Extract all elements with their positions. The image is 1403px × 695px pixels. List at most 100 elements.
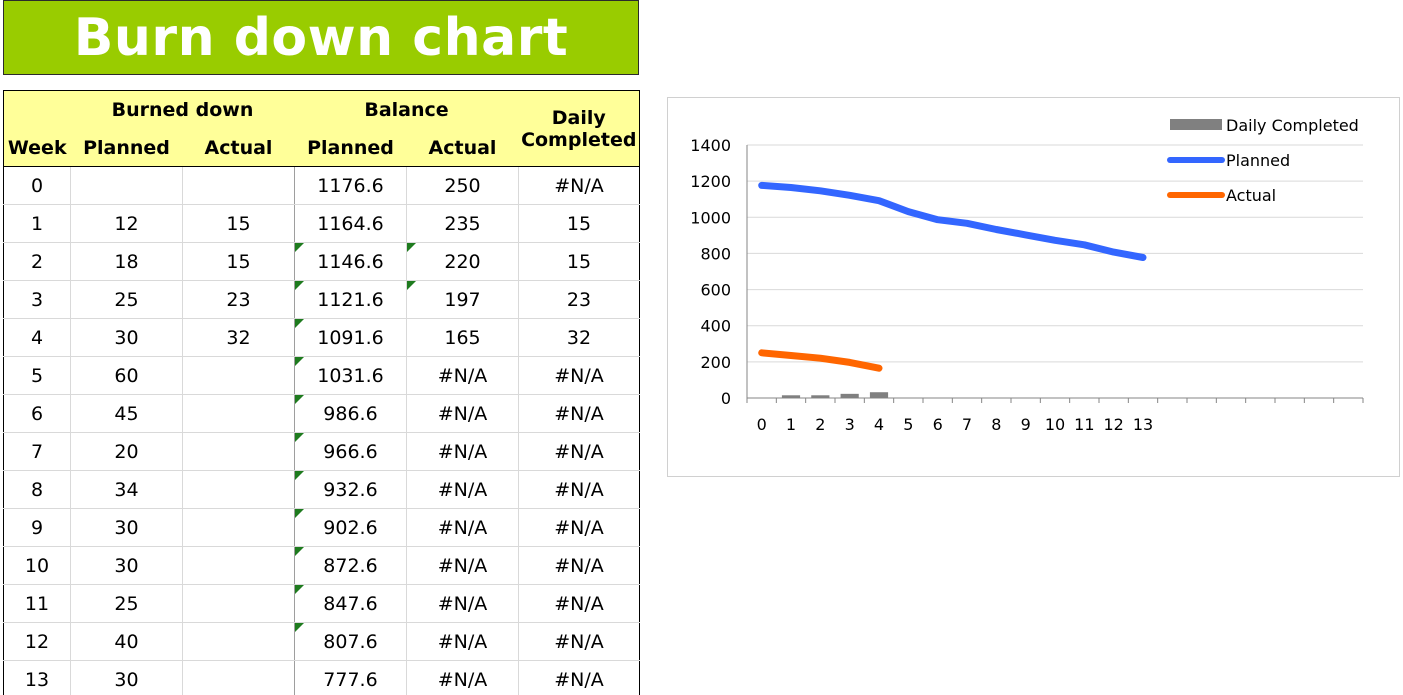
column-header-daily-completed[interactable]: Completed bbox=[518, 129, 640, 167]
cell-daily-completed[interactable]: #N/A bbox=[518, 584, 640, 623]
cell-balance-planned[interactable]: 1146.6 bbox=[294, 242, 407, 281]
cell-burned-planned[interactable]: 18 bbox=[70, 242, 183, 281]
cell-daily-completed[interactable]: 15 bbox=[518, 204, 640, 243]
cell-balance-planned[interactable]: 986.6 bbox=[294, 394, 407, 433]
column-header-week[interactable]: Week bbox=[3, 129, 71, 167]
cell-burned-actual[interactable] bbox=[182, 660, 295, 695]
cell-daily-completed[interactable]: #N/A bbox=[518, 394, 640, 433]
cell-burned-actual[interactable] bbox=[182, 356, 295, 395]
cell-week[interactable]: 7 bbox=[3, 432, 71, 471]
cell-balance-actual[interactable]: #N/A bbox=[406, 394, 519, 433]
cell-week[interactable]: 5 bbox=[3, 356, 71, 395]
cell-week[interactable]: 3 bbox=[3, 280, 71, 319]
cell-balance-planned[interactable]: 932.6 bbox=[294, 470, 407, 509]
cell-value: 986.6 bbox=[323, 402, 378, 425]
cell-burned-actual[interactable] bbox=[182, 546, 295, 585]
cell-burned-actual[interactable]: 15 bbox=[182, 204, 295, 243]
column-header-burned-planned[interactable]: Planned bbox=[70, 129, 183, 167]
cell-balance-actual[interactable]: 250 bbox=[406, 166, 519, 205]
cell-balance-planned[interactable]: 902.6 bbox=[294, 508, 407, 547]
cell-week[interactable]: 2 bbox=[3, 242, 71, 281]
cell-week[interactable]: 10 bbox=[3, 546, 71, 585]
cell-daily-completed[interactable]: 15 bbox=[518, 242, 640, 281]
cell-burned-actual[interactable]: 23 bbox=[182, 280, 295, 319]
cell-balance-planned[interactable]: 1031.6 bbox=[294, 356, 407, 395]
cell-balance-actual[interactable]: #N/A bbox=[406, 622, 519, 661]
cell-value: #N/A bbox=[554, 516, 604, 539]
cell-burned-actual[interactable]: 32 bbox=[182, 318, 295, 357]
cell-balance-planned[interactable]: 966.6 bbox=[294, 432, 407, 471]
cell-balance-planned[interactable]: 1176.6 bbox=[294, 166, 407, 205]
cell-burned-actual[interactable] bbox=[182, 584, 295, 623]
cell-daily-completed[interactable]: #N/A bbox=[518, 508, 640, 547]
cell-balance-planned[interactable]: 847.6 bbox=[294, 584, 407, 623]
cell-balance-actual[interactable]: #N/A bbox=[406, 432, 519, 471]
cell-burned-actual[interactable] bbox=[182, 432, 295, 471]
column-header-burned-actual[interactable]: Actual bbox=[182, 129, 295, 167]
cell-balance-actual[interactable]: #N/A bbox=[406, 660, 519, 695]
cell-daily-completed[interactable]: #N/A bbox=[518, 622, 640, 661]
cell-week[interactable]: 4 bbox=[3, 318, 71, 357]
cell-daily-completed[interactable]: #N/A bbox=[518, 546, 640, 585]
cell-balance-actual[interactable]: 197 bbox=[406, 280, 519, 319]
cell-burned-planned[interactable]: 20 bbox=[70, 432, 183, 471]
cell-burned-actual[interactable] bbox=[182, 622, 295, 661]
cell-daily-completed[interactable]: 23 bbox=[518, 280, 640, 319]
cell-burned-actual[interactable]: 15 bbox=[182, 242, 295, 281]
cell-balance-planned[interactable]: 777.6 bbox=[294, 660, 407, 695]
cell-week[interactable]: 8 bbox=[3, 470, 71, 509]
cell-burned-planned[interactable]: 12 bbox=[70, 204, 183, 243]
cell-burned-planned[interactable]: 45 bbox=[70, 394, 183, 433]
cell-burned-planned[interactable]: 30 bbox=[70, 318, 183, 357]
cell-burned-planned[interactable]: 40 bbox=[70, 622, 183, 661]
cell-daily-completed[interactable]: 32 bbox=[518, 318, 640, 357]
cell-value: 25 bbox=[114, 592, 139, 615]
cell-balance-actual[interactable]: 235 bbox=[406, 204, 519, 243]
cell-value: 15 bbox=[226, 250, 251, 273]
cell-value: 777.6 bbox=[323, 668, 378, 691]
cell-value: 20 bbox=[114, 440, 139, 463]
cell-burned-planned[interactable]: 30 bbox=[70, 546, 183, 585]
cell-week[interactable]: 13 bbox=[3, 660, 71, 695]
cell-burned-planned[interactable]: 30 bbox=[70, 508, 183, 547]
cell-balance-planned[interactable]: 872.6 bbox=[294, 546, 407, 585]
cell-burned-planned[interactable]: 25 bbox=[70, 280, 183, 319]
cell-balance-actual[interactable]: #N/A bbox=[406, 584, 519, 623]
cell-daily-completed[interactable]: #N/A bbox=[518, 432, 640, 471]
cell-burned-actual[interactable] bbox=[182, 394, 295, 433]
cell-balance-actual[interactable]: #N/A bbox=[406, 546, 519, 585]
cell-daily-completed[interactable]: #N/A bbox=[518, 660, 640, 695]
cell-balance-planned[interactable]: 1121.6 bbox=[294, 280, 407, 319]
cell-balance-actual[interactable]: 165 bbox=[406, 318, 519, 357]
cell-daily-completed[interactable]: #N/A bbox=[518, 356, 640, 395]
column-header-balance-planned[interactable]: Planned bbox=[294, 129, 407, 167]
cell-value: 1176.6 bbox=[317, 174, 384, 197]
cell-week[interactable]: 0 bbox=[3, 166, 71, 205]
column-header-balance-actual[interactable]: Actual bbox=[406, 129, 519, 167]
cell-burned-planned[interactable]: 60 bbox=[70, 356, 183, 395]
cell-balance-planned[interactable]: 1164.6 bbox=[294, 204, 407, 243]
cell-balance-planned[interactable]: 1091.6 bbox=[294, 318, 407, 357]
cell-burned-planned[interactable] bbox=[70, 166, 183, 205]
cell-balance-actual[interactable]: 220 bbox=[406, 242, 519, 281]
cell-balance-actual[interactable]: #N/A bbox=[406, 470, 519, 509]
cell-week[interactable]: 12 bbox=[3, 622, 71, 661]
cell-balance-actual[interactable]: #N/A bbox=[406, 356, 519, 395]
cell-burned-planned[interactable]: 34 bbox=[70, 470, 183, 509]
cell-balance-actual[interactable]: #N/A bbox=[406, 508, 519, 547]
cell-daily-completed[interactable]: #N/A bbox=[518, 470, 640, 509]
cell-week[interactable]: 11 bbox=[3, 584, 71, 623]
cell-burned-planned[interactable]: 30 bbox=[70, 660, 183, 695]
cell-burned-actual[interactable] bbox=[182, 166, 295, 205]
cell-week[interactable]: 1 bbox=[3, 204, 71, 243]
cell-burned-actual[interactable] bbox=[182, 508, 295, 547]
cell-burned-planned[interactable]: 25 bbox=[70, 584, 183, 623]
cell-week[interactable]: 9 bbox=[3, 508, 71, 547]
cell-balance-planned[interactable]: 807.6 bbox=[294, 622, 407, 661]
cell-value: #N/A bbox=[437, 364, 488, 387]
cell-daily-completed[interactable]: #N/A bbox=[518, 166, 640, 205]
cell-week[interactable]: 6 bbox=[3, 394, 71, 433]
cell-burned-actual[interactable] bbox=[182, 470, 295, 509]
bar-daily-completed bbox=[781, 395, 801, 398]
burn-down-chart[interactable]: 0 200 400 600 800 1000 1200 1400 0 1 2 3 4 5 6 7 8 9 10 11 1… bbox=[667, 97, 1400, 477]
